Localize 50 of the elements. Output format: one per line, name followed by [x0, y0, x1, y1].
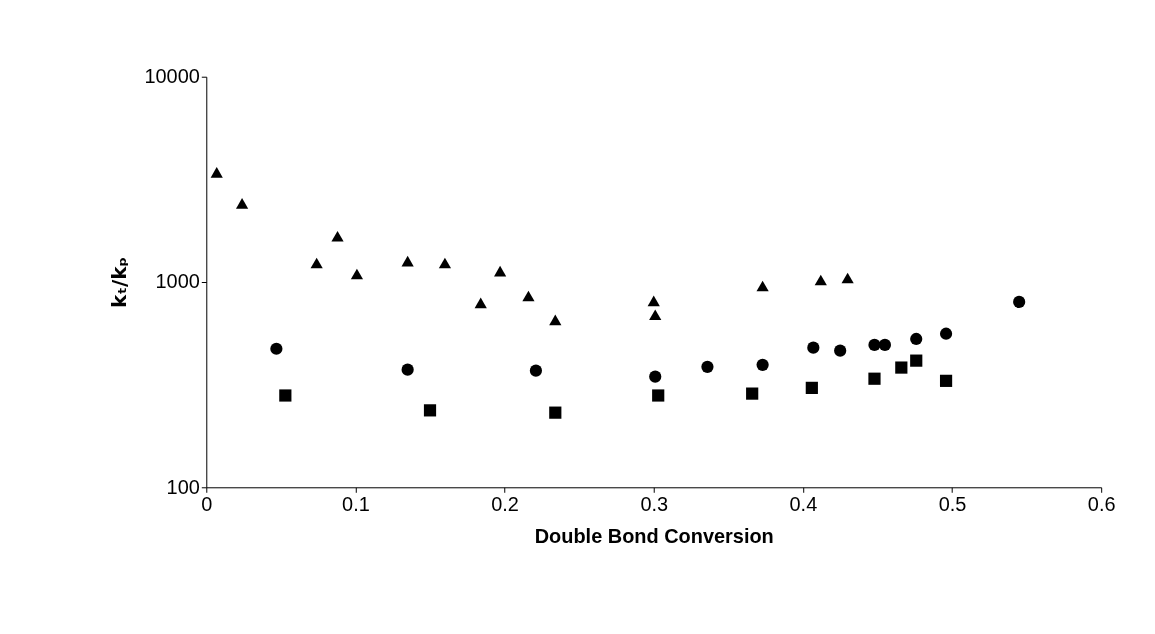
x-tick-label: 0.6	[1087, 492, 1116, 515]
point	[423, 404, 437, 417]
point	[807, 341, 820, 354]
point	[652, 389, 665, 402]
x-tick-label: 0	[201, 492, 213, 515]
point	[939, 374, 953, 387]
y-tick-label: 10000	[144, 65, 200, 88]
point	[814, 274, 827, 286]
point	[805, 381, 818, 394]
x-tick-label: 0.2	[491, 492, 519, 515]
point	[401, 363, 414, 376]
y-tick-label: 100	[166, 475, 200, 498]
point	[549, 314, 562, 326]
point	[756, 280, 769, 292]
point	[474, 297, 487, 309]
point	[649, 309, 662, 321]
x-tick-label: 0.4	[789, 492, 818, 515]
point	[647, 295, 660, 307]
point	[868, 372, 881, 385]
point	[939, 327, 953, 340]
point	[746, 387, 759, 400]
point	[841, 272, 854, 284]
point	[494, 265, 507, 277]
point	[868, 338, 881, 351]
point	[270, 342, 283, 355]
y-tick-label: 1000	[155, 270, 200, 293]
point	[878, 338, 892, 351]
x-tick-label: 0.1	[342, 492, 370, 515]
point	[350, 268, 364, 280]
point	[895, 361, 908, 374]
point	[438, 257, 452, 269]
point	[834, 344, 847, 357]
point	[310, 257, 323, 269]
point	[910, 332, 923, 346]
y-axis-title: kₜ/kₚ	[108, 256, 132, 309]
point	[401, 255, 414, 267]
point	[210, 167, 223, 178]
point	[756, 358, 769, 371]
point	[279, 389, 292, 402]
point	[910, 354, 923, 367]
point	[529, 364, 543, 377]
point	[235, 198, 249, 209]
point	[701, 360, 714, 373]
point	[649, 370, 662, 383]
point	[522, 290, 535, 302]
x-tick-label: 0.5	[938, 492, 967, 515]
point	[1013, 295, 1026, 308]
x-axis-title: Double Bond Conversion	[534, 524, 774, 547]
x-tick-label: 0.3	[640, 492, 669, 515]
point	[549, 406, 562, 419]
